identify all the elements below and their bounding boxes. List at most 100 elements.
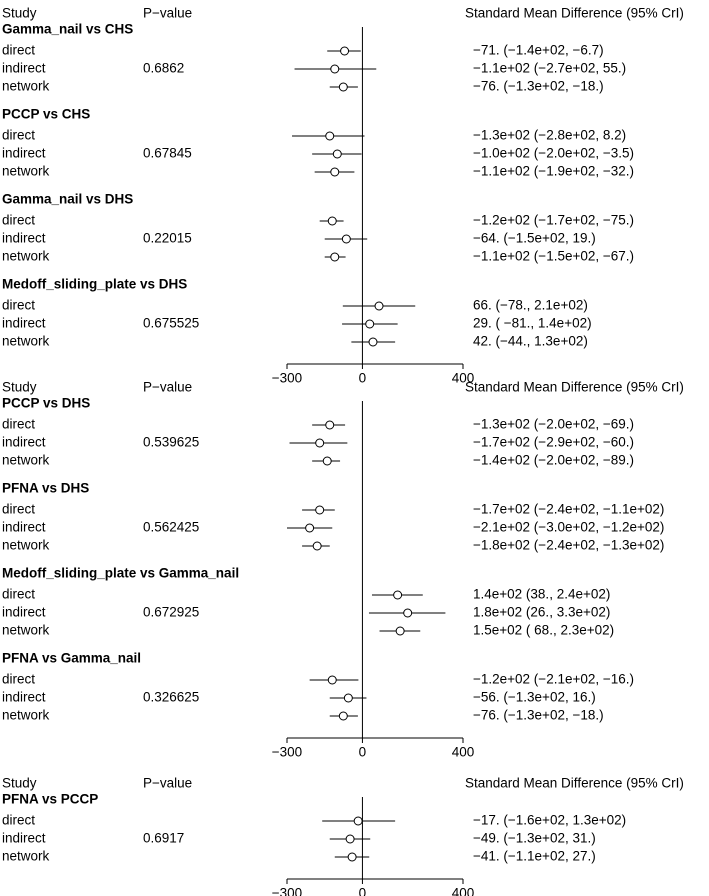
header-estimate: Standard Mean Difference (95% CrI) <box>465 380 684 395</box>
row-label: network <box>2 849 50 864</box>
point-estimate <box>341 234 351 244</box>
comparison-title: PCCP vs CHS <box>2 107 90 122</box>
point-estimate <box>305 523 315 533</box>
estimate-text: −1.7e+02 (−2.9e+02, −60.) <box>473 435 634 450</box>
estimate-text: −17. (−1.6e+02, 1.3e+02) <box>473 813 626 828</box>
estimate-text: −1.3e+02 (−2.8e+02, 8.2) <box>473 128 626 143</box>
x-tick-label: 400 <box>452 886 475 896</box>
estimate-text: −1.0e+02 (−2.0e+02, −3.5) <box>473 146 634 161</box>
header-pvalue: P−value <box>143 6 192 21</box>
estimate-text: −1.1e+02 (−1.5e+02, −67.) <box>473 249 634 264</box>
point-estimate <box>327 675 337 685</box>
x-tick-label: 400 <box>452 745 475 760</box>
point-estimate <box>312 541 322 551</box>
row-label: indirect <box>2 520 46 535</box>
point-estimate <box>345 834 355 844</box>
row-label: network <box>2 164 50 179</box>
point-estimate <box>403 608 413 618</box>
estimate-text: −76. (−1.3e+02, −18.) <box>473 79 604 94</box>
point-estimate <box>347 852 357 862</box>
estimate-text: −56. (−1.3e+02, 16.) <box>473 690 596 705</box>
x-tick-label: −300 <box>272 745 302 760</box>
p-value: 0.22015 <box>143 231 192 246</box>
x-tick-label: −300 <box>272 371 302 386</box>
point-estimate <box>365 319 375 329</box>
point-estimate <box>395 626 405 636</box>
point-estimate <box>343 693 353 703</box>
x-tick-label: 0 <box>359 745 367 760</box>
row-label: direct <box>2 672 35 687</box>
row-label: network <box>2 708 50 723</box>
row-label: direct <box>2 298 35 313</box>
row-label: direct <box>2 43 35 58</box>
point-estimate <box>332 149 342 159</box>
row-label: indirect <box>2 61 46 76</box>
p-value: 0.6917 <box>143 831 184 846</box>
comparison-title: PCCP vs DHS <box>2 396 90 411</box>
p-value: 0.539625 <box>143 435 199 450</box>
point-estimate <box>315 438 325 448</box>
point-estimate <box>330 252 340 262</box>
estimate-text: −49. (−1.3e+02, 31.) <box>473 831 596 846</box>
estimate-text: −1.8e+02 (−2.4e+02, −1.3e+02) <box>473 538 664 553</box>
x-tick-label: 0 <box>359 371 367 386</box>
point-estimate <box>325 420 335 430</box>
estimate-text: 66. (−78., 2.1e+02) <box>473 298 588 313</box>
point-estimate <box>368 337 378 347</box>
row-label: direct <box>2 213 35 228</box>
row-label: network <box>2 538 50 553</box>
estimate-text: −1.1e+02 (−2.7e+02, 55.) <box>473 61 626 76</box>
estimate-text: −1.2e+02 (−2.1e+02, −16.) <box>473 672 634 687</box>
p-value: 0.6862 <box>143 61 184 76</box>
header-pvalue: P−value <box>143 380 192 395</box>
estimate-text: 42. (−44., 1.3e+02) <box>473 334 588 349</box>
point-estimate <box>338 82 348 92</box>
comparison-title: Gamma_nail vs DHS <box>2 192 133 207</box>
header-study: Study <box>2 776 37 791</box>
estimate-text: 1.5e+02 ( 68., 2.3e+02) <box>473 623 614 638</box>
estimate-text: −1.4e+02 (−2.0e+02, −89.) <box>473 453 634 468</box>
row-label: direct <box>2 417 35 432</box>
point-estimate <box>393 590 403 600</box>
p-value: 0.562425 <box>143 520 199 535</box>
point-estimate <box>322 456 332 466</box>
comparison-title: Medoff_sliding_plate vs Gamma_nail <box>2 566 239 581</box>
row-label: direct <box>2 128 35 143</box>
p-value: 0.672925 <box>143 605 199 620</box>
point-estimate <box>330 167 340 177</box>
header-estimate: Standard Mean Difference (95% CrI) <box>465 776 684 791</box>
estimate-text: −1.1e+02 (−1.9e+02, −32.) <box>473 164 634 179</box>
estimate-text: −41. (−1.1e+02, 27.) <box>473 849 596 864</box>
row-label: network <box>2 249 50 264</box>
estimate-text: −71. (−1.4e+02, −6.7) <box>473 43 604 58</box>
point-estimate <box>327 216 337 226</box>
row-label: network <box>2 334 50 349</box>
header-estimate: Standard Mean Difference (95% CrI) <box>465 6 684 21</box>
row-label: indirect <box>2 690 46 705</box>
row-label: network <box>2 623 50 638</box>
p-value: 0.326625 <box>143 690 199 705</box>
header-study: Study <box>2 380 37 395</box>
row-label: direct <box>2 813 35 828</box>
x-tick-label: 0 <box>359 886 367 896</box>
point-estimate <box>338 711 348 721</box>
row-label: indirect <box>2 231 46 246</box>
p-value: 0.675525 <box>143 316 199 331</box>
point-estimate <box>325 131 335 141</box>
row-label: direct <box>2 587 35 602</box>
estimate-text: −2.1e+02 (−3.0e+02, −1.2e+02) <box>473 520 664 535</box>
header-pvalue: P−value <box>143 776 192 791</box>
x-tick-label: 400 <box>452 371 475 386</box>
estimate-text: 1.4e+02 (38., 2.4e+02) <box>473 587 610 602</box>
row-label: indirect <box>2 316 46 331</box>
point-estimate <box>374 301 384 311</box>
point-estimate <box>315 505 325 515</box>
header-study: Study <box>2 6 37 21</box>
row-label: indirect <box>2 831 46 846</box>
row-label: indirect <box>2 605 46 620</box>
row-label: network <box>2 453 50 468</box>
p-value: 0.67845 <box>143 146 192 161</box>
row-label: indirect <box>2 435 46 450</box>
comparison-title: Gamma_nail vs CHS <box>2 22 133 37</box>
estimate-text: −1.2e+02 (−1.7e+02, −75.) <box>473 213 634 228</box>
